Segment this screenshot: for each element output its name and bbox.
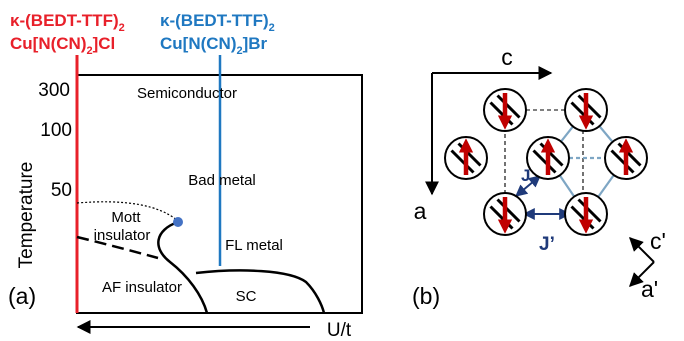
axis-c-prime-label: c' [650, 228, 666, 254]
y-tick-300: 300 [38, 80, 70, 101]
compound-cl-label-line1: κ-(BEDT-TTF)2 [10, 11, 125, 34]
bedt-molecule [496, 198, 521, 223]
axis-a-label: a [414, 198, 427, 224]
panel-a: κ-(BEDT-TTF)2 Cu[N(CN)2]Cl κ-(BEDT-TTF)2… [8, 11, 363, 341]
compound-br-label-line2: Cu[N(CN)2]Br [160, 34, 268, 57]
region-mott-line1: Mott [111, 209, 141, 226]
panel-b: c a J J’ c' a' (b) [412, 44, 666, 309]
region-sc: SC [236, 288, 257, 305]
region-af-insulator: AF insulator [102, 279, 182, 296]
crossover-dotted-curve [76, 201, 179, 222]
y-tick-50: 50 [51, 180, 72, 201]
dimer-sites [444, 88, 648, 236]
dimer-site [483, 88, 527, 132]
dimer-site [526, 136, 570, 180]
bedt-molecule [496, 94, 521, 119]
bedt-molecule [610, 149, 635, 174]
af-dashed-boundary [76, 235, 159, 260]
panel-b-label: (b) [412, 283, 440, 309]
y-tick-100: 100 [40, 120, 72, 141]
region-bad-metal: Bad metal [188, 172, 256, 189]
coupling-j-arrow [515, 175, 541, 197]
critical-endpoint-marker [173, 217, 183, 227]
axis-c-label: c [501, 44, 513, 70]
bedt-molecule [532, 149, 557, 174]
panel-a-label: (a) [8, 283, 36, 309]
dimer-site [483, 192, 527, 236]
bedt-molecule [577, 94, 602, 119]
region-semiconductor: Semiconductor [137, 85, 237, 102]
mott-transition-line [157, 220, 209, 314]
dimer-site [564, 192, 608, 236]
dimer-site [564, 88, 608, 132]
dimer-site [604, 136, 648, 180]
bedt-molecule [577, 198, 602, 223]
coupling-j-label: J [521, 166, 530, 185]
sc-dome-boundary [195, 269, 326, 314]
region-mott-line2: insulator [94, 227, 151, 244]
dimer-site [444, 136, 488, 180]
compound-cl-label-line2: Cu[N(CN)2]Cl [10, 34, 115, 57]
coupling-j-prime-label: J’ [539, 234, 555, 255]
a-prime-axis-arrow [629, 261, 655, 287]
axis-a-prime-label: a' [641, 276, 658, 302]
x-axis-title: U/t [327, 320, 352, 341]
bedt-molecule [450, 149, 475, 174]
compound-br-label-line1: κ-(BEDT-TTF)2 [160, 11, 275, 34]
region-fl-metal: FL metal [225, 237, 283, 254]
c-prime-axis-arrow [629, 237, 655, 263]
y-axis-title: Temperature [16, 162, 37, 269]
